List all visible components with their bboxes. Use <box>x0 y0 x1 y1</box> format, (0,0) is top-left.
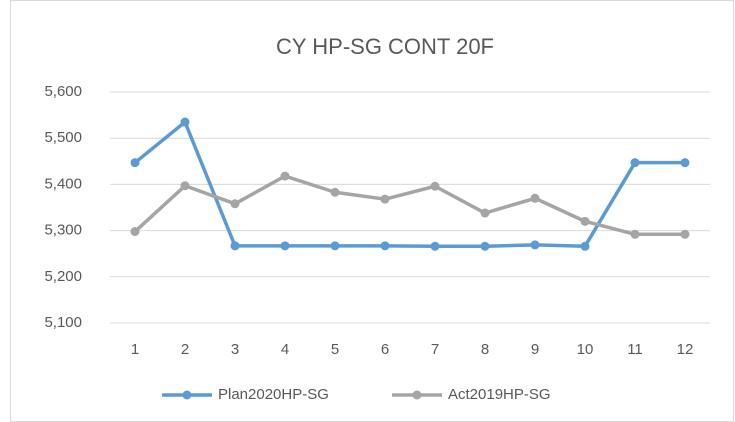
y-tick-label: 5,300 <box>44 222 82 239</box>
data-point <box>330 241 340 251</box>
x-tick-label: 10 <box>577 341 594 358</box>
data-point <box>580 216 590 226</box>
data-point <box>230 241 240 251</box>
data-point <box>530 193 540 203</box>
data-point <box>180 117 190 127</box>
series-line <box>133 120 685 249</box>
data-point <box>180 181 190 191</box>
y-tick-label: 5,200 <box>44 268 82 285</box>
data-point <box>680 229 690 239</box>
y-tick-label: 5,500 <box>44 129 82 146</box>
data-point <box>430 181 440 191</box>
x-tick-label: 2 <box>181 341 189 358</box>
chart-title: CY HP-SG CONT 20F <box>276 34 494 59</box>
series-line <box>133 174 685 237</box>
data-point <box>680 158 690 168</box>
legend-label: Act2019HP-SG <box>448 386 551 403</box>
y-tick-label: 5,100 <box>44 314 82 331</box>
data-point <box>380 241 390 251</box>
x-tick-label: 11 <box>627 341 643 358</box>
data-point <box>330 187 340 197</box>
legend-label: Plan2020HP-SG <box>218 386 329 403</box>
x-tick-label: 1 <box>131 341 139 358</box>
data-point <box>580 241 590 251</box>
chart-frame <box>10 0 734 422</box>
x-tick-label: 4 <box>281 341 289 358</box>
x-tick-label: 12 <box>677 341 694 358</box>
data-point <box>630 158 640 168</box>
data-point <box>130 158 140 168</box>
x-tick-label: 7 <box>431 341 439 358</box>
data-point <box>280 241 290 251</box>
data-point <box>630 229 640 239</box>
data-point <box>530 240 540 250</box>
x-tick-label: 9 <box>531 341 539 358</box>
x-tick-label: 5 <box>331 341 339 358</box>
y-tick-label: 5,600 <box>44 83 82 100</box>
legend-marker <box>412 390 422 400</box>
data-point <box>430 241 440 251</box>
data-point <box>480 241 490 251</box>
data-point <box>130 227 140 237</box>
data-point <box>480 208 490 218</box>
x-tick-label: 3 <box>231 341 239 358</box>
y-tick-label: 5,400 <box>44 175 82 192</box>
data-point <box>280 171 290 181</box>
data-point <box>380 194 390 204</box>
x-tick-label: 8 <box>481 341 489 358</box>
data-point <box>230 199 240 209</box>
legend-marker <box>182 390 192 400</box>
x-tick-label: 6 <box>381 341 389 358</box>
